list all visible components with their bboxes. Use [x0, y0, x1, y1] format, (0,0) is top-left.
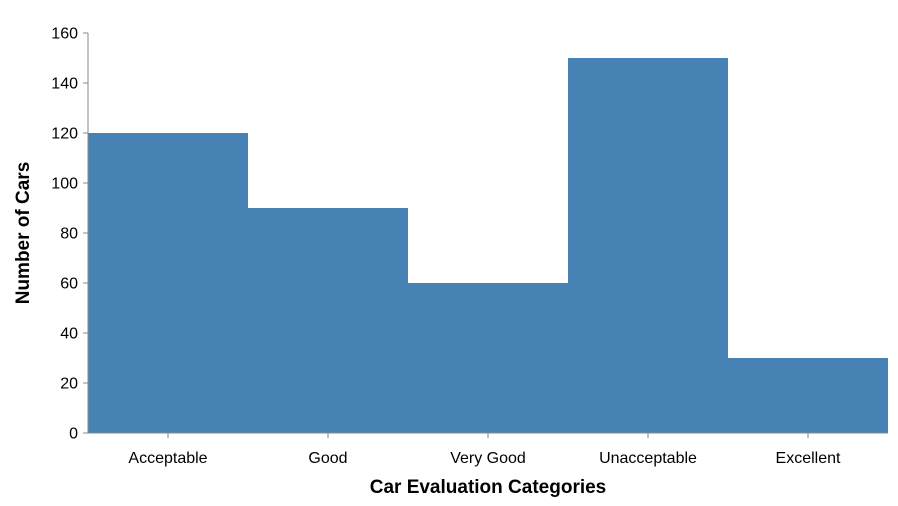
bars-group [88, 58, 888, 433]
y-tick-label: 120 [51, 126, 78, 143]
x-tick-label: Excellent [776, 450, 841, 467]
y-tick-label: 80 [60, 226, 78, 243]
bar-good [248, 208, 408, 433]
y-tick-label: 100 [51, 176, 78, 193]
x-axis-title: Car Evaluation Categories [370, 477, 607, 498]
bar-acceptable [88, 133, 248, 433]
x-axis: Acceptable Good Very Good Unacceptable Excel… [88, 432, 888, 467]
y-tick-label: 20 [60, 376, 78, 393]
y-tick-label: 160 [51, 26, 78, 43]
y-tick-label: 140 [51, 76, 78, 93]
x-tick-label: Acceptable [128, 450, 207, 467]
bar-excellent [728, 358, 888, 433]
bar-unacceptable [568, 58, 728, 433]
y-tick-label: 40 [60, 326, 78, 343]
y-axis-title: Number of Cars [13, 162, 34, 305]
x-tick-label: Unacceptable [599, 450, 697, 467]
bar-very-good [408, 283, 568, 433]
y-axis: 0 20 40 60 80 100 120 140 160 [51, 26, 89, 443]
x-tick-label: Very Good [450, 450, 526, 467]
y-tick-label: 60 [60, 276, 78, 293]
y-tick-label: 0 [69, 426, 78, 443]
x-tick-label: Good [308, 450, 347, 467]
